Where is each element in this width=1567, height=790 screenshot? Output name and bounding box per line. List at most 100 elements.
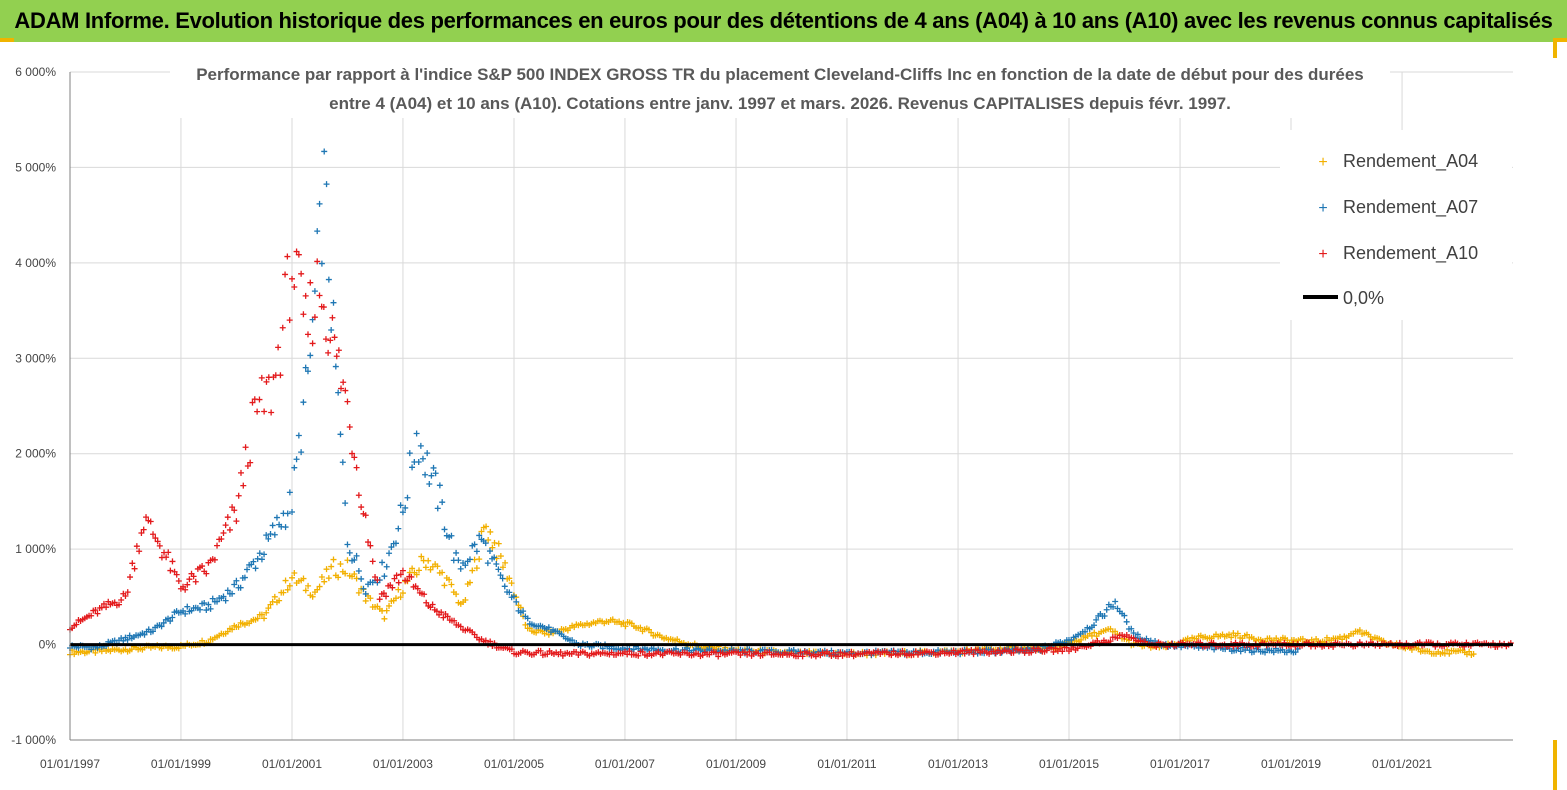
data-point	[256, 550, 263, 557]
data-point	[325, 276, 332, 283]
data-point	[639, 648, 646, 655]
data-point	[244, 566, 251, 573]
y-tick-label: -1 000%	[11, 733, 56, 747]
data-point	[569, 637, 576, 644]
data-point	[289, 508, 296, 515]
data-point	[100, 600, 107, 607]
data-point	[388, 544, 395, 551]
data-point	[220, 593, 227, 600]
data-point	[346, 424, 353, 431]
data-point	[111, 599, 118, 606]
data-point	[487, 528, 494, 535]
data-point	[386, 550, 393, 557]
data-point	[1091, 629, 1098, 636]
data-point	[314, 228, 321, 235]
data-point	[205, 601, 212, 608]
y-tick-label: 3 000%	[15, 351, 56, 365]
data-point	[167, 567, 174, 574]
data-point	[440, 614, 447, 621]
data-point	[276, 597, 283, 604]
data-point	[309, 340, 316, 347]
data-point	[413, 430, 420, 437]
data-point	[383, 607, 390, 614]
data-point	[321, 148, 328, 155]
data-point	[417, 442, 424, 449]
data-point	[199, 563, 206, 570]
data-point	[759, 652, 766, 659]
data-point	[476, 556, 483, 563]
data-point	[309, 593, 316, 600]
data-point	[282, 524, 289, 531]
data-point	[426, 480, 433, 487]
data-point	[175, 577, 182, 584]
data-point	[331, 334, 338, 341]
data-point	[626, 648, 633, 655]
data-point	[620, 619, 627, 626]
data-point	[289, 574, 296, 581]
data-point	[476, 532, 483, 539]
data-point	[912, 648, 919, 655]
data-point	[323, 181, 330, 188]
data-point	[383, 563, 390, 570]
page-title: ADAM Informe. Evolution historique des p…	[14, 8, 1553, 33]
data-point	[207, 605, 214, 612]
data-point	[413, 571, 420, 578]
data-point	[158, 623, 165, 630]
data-point	[471, 541, 478, 548]
data-point	[196, 606, 203, 613]
data-point	[520, 608, 527, 615]
data-point	[797, 649, 804, 656]
data-point	[545, 624, 552, 631]
data-point	[298, 449, 305, 456]
data-point	[280, 589, 287, 596]
data-point	[1299, 635, 1306, 642]
data-point	[1028, 649, 1035, 656]
data-point	[302, 364, 309, 371]
data-point	[320, 304, 327, 311]
data-point	[311, 314, 318, 321]
data-point	[342, 570, 349, 577]
data-point	[226, 526, 233, 533]
data-point	[491, 539, 498, 546]
data-point	[133, 543, 140, 550]
data-point	[302, 587, 309, 594]
data-point	[355, 568, 362, 575]
x-tick-label: 01/01/2005	[484, 757, 544, 771]
legend-background	[1280, 130, 1512, 320]
data-point	[1339, 636, 1346, 643]
data-point	[506, 575, 513, 582]
data-point	[337, 431, 344, 438]
data-point	[214, 542, 221, 549]
data-point	[333, 353, 340, 360]
data-point	[1082, 628, 1089, 635]
data-point	[182, 610, 189, 617]
data-point	[416, 567, 423, 574]
data-point	[300, 575, 307, 582]
corner-mark-top-right	[1553, 38, 1567, 42]
data-point	[325, 575, 332, 582]
data-point	[330, 556, 337, 563]
data-point	[1446, 650, 1453, 657]
data-point	[229, 504, 236, 511]
data-point	[305, 582, 312, 589]
data-point	[485, 537, 492, 544]
data-point	[422, 564, 429, 571]
data-point	[557, 649, 564, 656]
data-point	[316, 292, 323, 299]
data-point	[329, 314, 336, 321]
data-point	[414, 585, 421, 592]
data-point	[362, 597, 369, 604]
data-point	[286, 317, 293, 324]
data-point	[224, 587, 231, 594]
data-point	[335, 347, 342, 354]
data-point	[389, 584, 396, 591]
data-point	[300, 399, 307, 406]
data-point	[304, 368, 311, 375]
data-point	[837, 649, 844, 656]
data-point	[970, 651, 977, 658]
data-point	[365, 539, 372, 546]
data-point	[362, 590, 369, 597]
data-point	[136, 548, 143, 555]
subtitle-line-2: entre 4 (A04) et 10 ans (A10). Cotations…	[329, 94, 1231, 113]
data-point	[421, 591, 428, 598]
